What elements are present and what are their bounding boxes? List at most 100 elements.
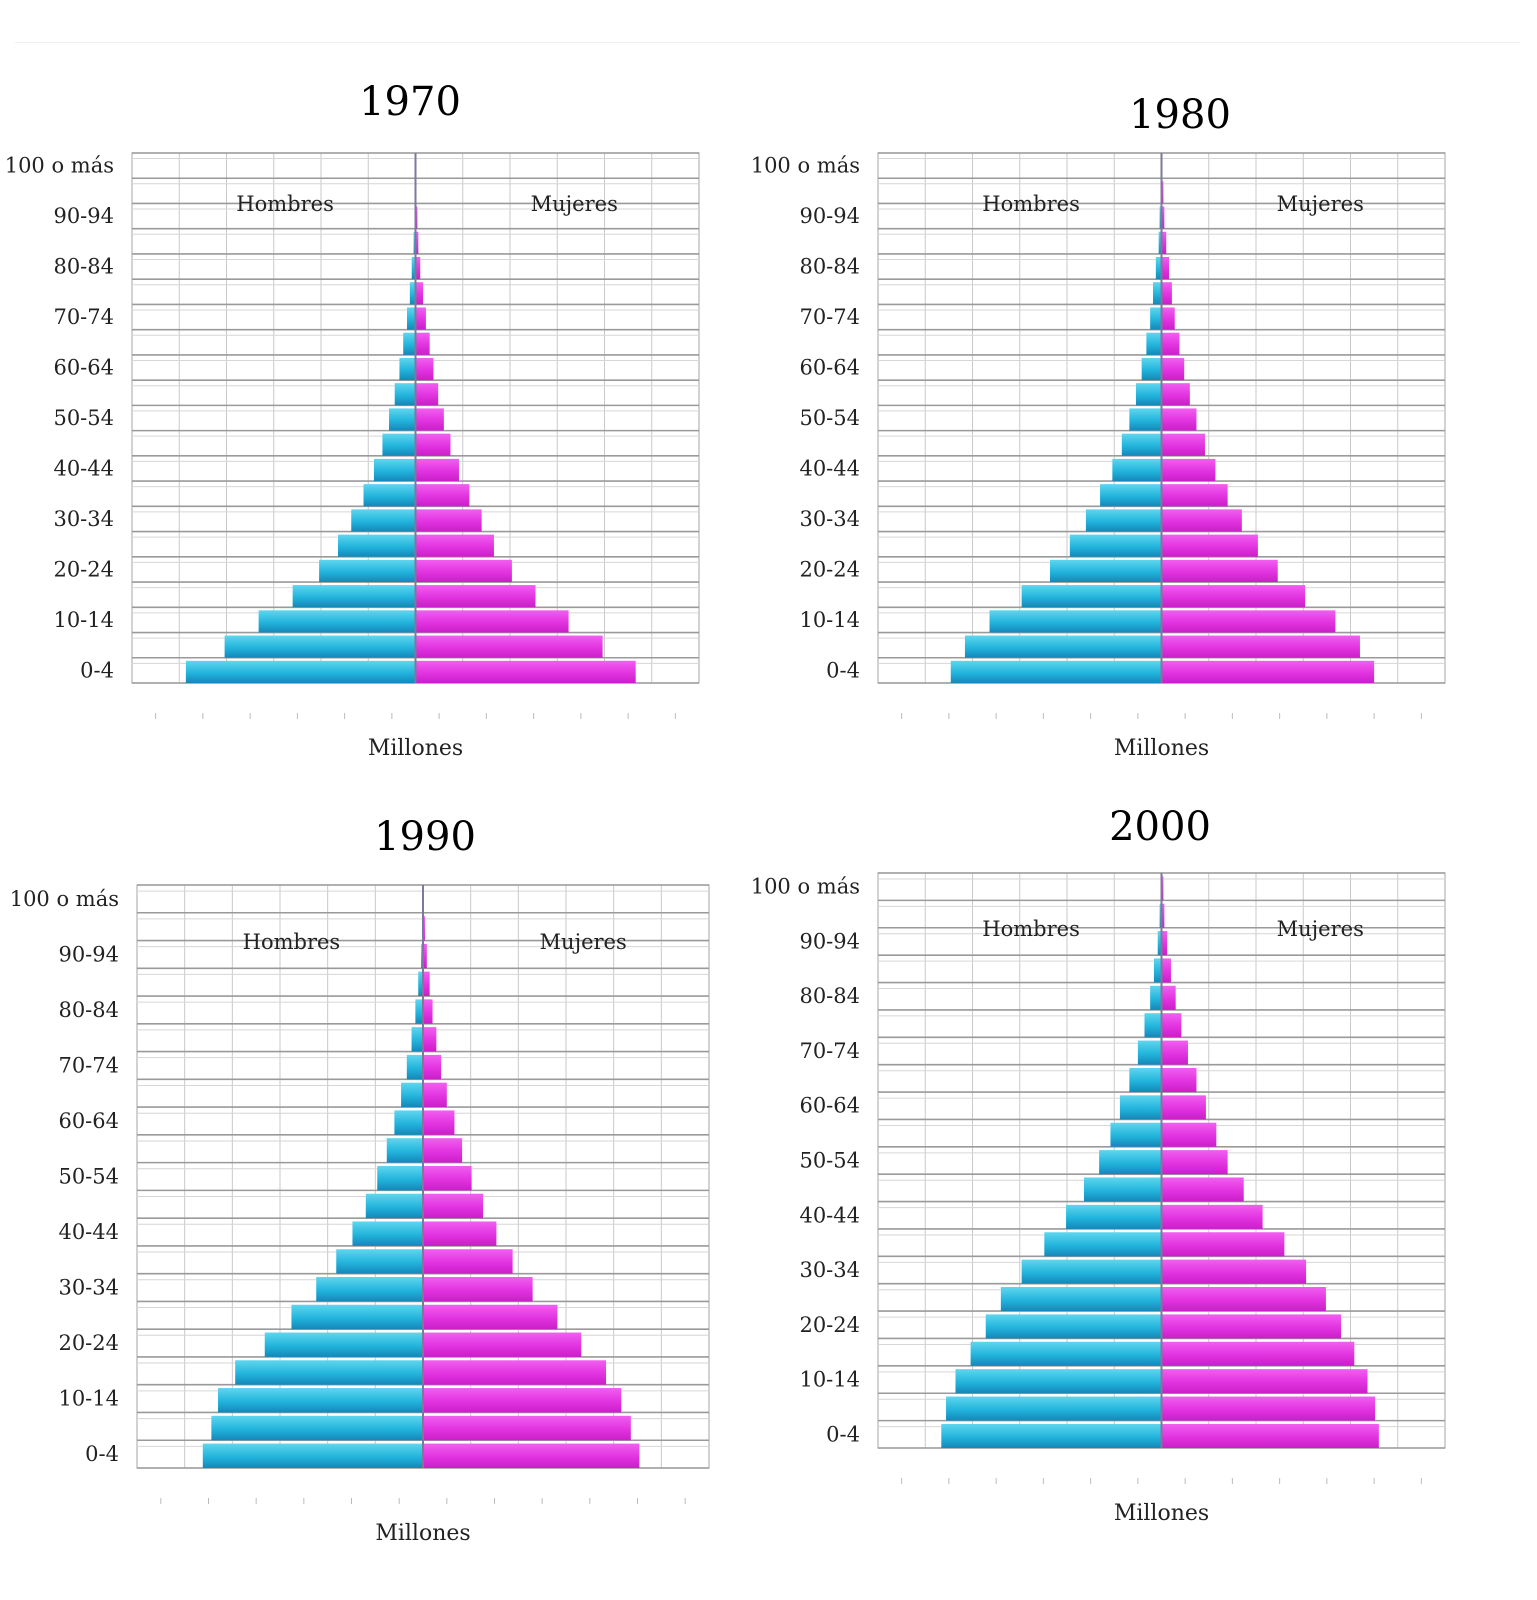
age-label: 40-44 [58,1220,119,1244]
bar-hombres-35-39 [336,1249,423,1274]
bar-hombres-40-44 [1112,458,1162,482]
bar-hombres-75-79 [1152,282,1162,305]
bar-hombres-45-49 [1121,433,1162,456]
bar-hombres-60-64 [394,1110,423,1135]
bar-hombres-55-59 [1110,1122,1162,1147]
bar-hombres-5-9 [964,635,1162,658]
top-divider [15,42,1520,43]
bar-hombres-5-9 [946,1396,1162,1421]
bar-mujeres-85-89 [1161,231,1167,254]
label-mujeres: Mujeres [1277,192,1364,216]
label-mujeres: Mujeres [531,192,618,216]
bar-hombres-85-89 [1153,958,1162,983]
pyramid-panel-2000: 2000 100 o más 90-94 80-84 70-74 60-64 50-54 40… [745,795,1485,1555]
bar-hombres-25-29 [291,1304,423,1330]
chart-title: 1970 [359,79,461,125]
bar-hombres-30-34 [1085,509,1162,532]
label-hombres: Hombres [982,192,1080,216]
chart-title: 1980 [1129,92,1231,138]
bar-mujeres-55-59 [1161,383,1190,406]
bar-hombres-35-39 [1100,484,1162,507]
age-label: 0-4 [80,658,114,682]
bar-hombres-50-54 [1129,408,1162,431]
bar-mujeres-20-24 [415,559,512,583]
age-label: 60-64 [53,356,114,380]
bar-hombres-45-49 [1084,1177,1162,1202]
bar-hombres-70-74 [406,1054,423,1080]
bar-mujeres-25-29 [1161,534,1258,557]
age-label: 10-14 [799,608,860,632]
age-label: 70-74 [799,1039,860,1063]
bar-mujeres-85-89 [423,971,430,997]
bar-mujeres-35-39 [1161,1232,1285,1257]
bar-mujeres-10-14 [1161,1369,1368,1394]
age-label: 70-74 [799,305,860,329]
age-label: 20-24 [799,1313,860,1337]
bar-mujeres-45-49 [415,433,451,456]
label-hombres: Hombres [243,930,341,954]
bar-mujeres-85-89 [1161,958,1171,983]
bar-hombres-65-69 [1129,1067,1162,1093]
bar-mujeres-35-39 [415,484,470,507]
bar-hombres-35-39 [1044,1232,1162,1257]
bar-mujeres-20-24 [1161,559,1278,583]
bar-mujeres-80-84 [1161,985,1176,1010]
age-label: 90-94 [799,929,860,953]
age-label: 30-34 [799,1258,860,1282]
bar-hombres-25-29 [338,534,416,557]
age-label: 30-34 [799,507,860,531]
age-label: 0-4 [826,658,860,682]
bar-mujeres-90-94 [1161,931,1168,956]
label-hombres: Hombres [236,192,334,216]
bar-mujeres-55-59 [1161,1122,1217,1147]
bar-mujeres-70-74 [1161,1040,1188,1065]
age-label: 10-14 [58,1387,119,1411]
bar-hombres-30-34 [316,1276,423,1302]
age-label: 20-24 [53,557,114,581]
bar-hombres-80-84 [1150,985,1162,1010]
bar-mujeres-50-54 [1161,408,1197,431]
bar-hombres-0-4 [202,1443,423,1468]
bar-mujeres-60-64 [415,357,434,381]
bar-mujeres-0-4 [415,660,636,683]
bar-hombres-15-19 [970,1341,1162,1366]
bar-hombres-15-19 [1021,585,1162,608]
pyramid-panel-1980: 1980 100 o más 90-94 80-84 70-74 60-64 50-54 40… [745,60,1485,780]
bar-mujeres-20-24 [1161,1314,1342,1339]
bar-hombres-70-74 [1150,307,1162,330]
bar-hombres-10-14 [218,1388,423,1413]
age-label: 30-34 [53,507,114,531]
bar-mujeres-55-59 [423,1138,463,1163]
bar-hombres-5-9 [224,635,416,658]
pyramid-chart: 2000 100 o más 90-94 80-84 70-74 60-64 50-54 40… [751,804,1446,1526]
bar-mujeres-65-69 [423,1082,447,1108]
age-label: 60-64 [58,1109,119,1133]
x-axis-label: Millones [368,736,463,761]
bar-hombres-85-89 [418,971,423,997]
bar-mujeres-55-59 [415,383,439,406]
bar-hombres-65-69 [403,332,416,355]
bar-mujeres-70-74 [415,307,426,330]
bar-hombres-55-59 [394,383,416,406]
x-axis-label: Millones [1114,1501,1209,1526]
bar-mujeres-5-9 [1161,1396,1376,1421]
bar-mujeres-10-14 [415,610,569,633]
label-hombres: Hombres [982,917,1080,941]
pyramid-panel-1970: 1970 100 o más 90-94 80-84 70-74 60-64 50-54 40… [0,60,740,780]
age-label: 100 o más [751,154,860,178]
bar-mujeres-45-49 [1161,433,1205,456]
age-label: 70-74 [53,305,114,329]
bar-hombres-15-19 [235,1360,423,1385]
bar-mujeres-80-84 [1161,256,1170,280]
bar-mujeres-60-64 [1161,1095,1206,1120]
bar-hombres-80-84 [415,999,423,1024]
age-label: 20-24 [799,557,860,581]
bar-mujeres-20-24 [423,1332,582,1357]
bar-mujeres-5-9 [415,635,603,658]
bar-mujeres-15-19 [1161,1341,1355,1366]
bar-hombres-55-59 [386,1138,423,1163]
bar-mujeres-10-14 [423,1388,622,1413]
bar-hombres-15-19 [292,585,416,608]
bar-hombres-60-64 [1141,357,1162,381]
age-label: 50-54 [58,1165,119,1189]
